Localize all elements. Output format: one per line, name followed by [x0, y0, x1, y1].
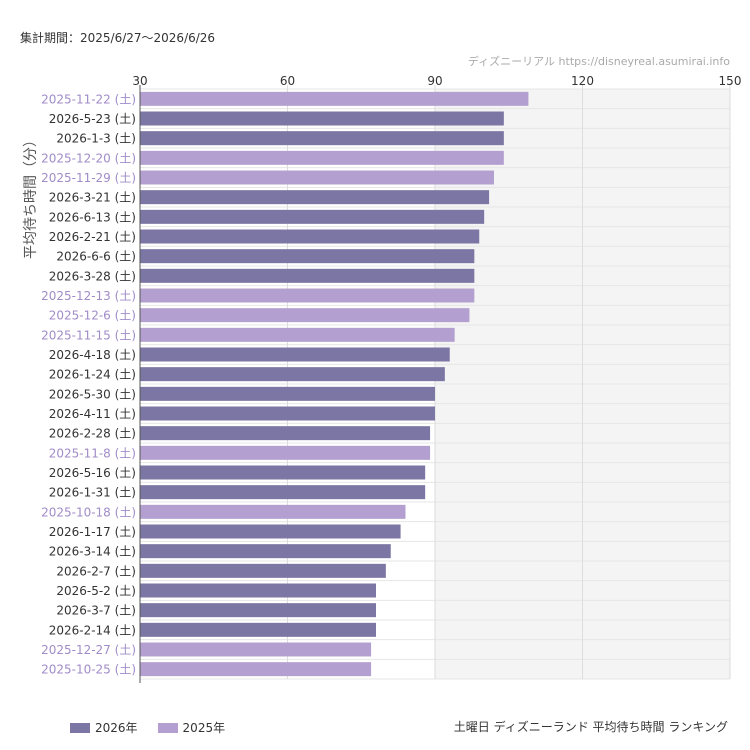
legend-label-2026: 2026年 — [95, 721, 138, 735]
chart-title: 土曜日 ディズニーランド 平均待ち時間 ランキング — [453, 720, 728, 734]
x-tick-label: 120 — [571, 74, 594, 88]
bar — [140, 131, 504, 146]
bar — [140, 622, 376, 637]
bar — [140, 268, 475, 283]
legend-item-2026[interactable]: 2026年 — [70, 719, 138, 736]
category-label: 2026-5-30 (土) — [49, 387, 136, 401]
bar — [140, 642, 372, 657]
category-label: 2026-6-13 (土) — [49, 210, 136, 224]
bar — [140, 229, 480, 244]
category-label: 2026-4-11 (土) — [49, 407, 136, 421]
category-label: 2026-5-16 (土) — [49, 466, 136, 480]
bar — [140, 91, 529, 106]
bar — [140, 544, 391, 559]
category-label: 2025-10-25 (土) — [41, 663, 136, 677]
chart-legend: 2026年 2025年 — [70, 719, 225, 736]
category-label: 2025-10-18 (土) — [41, 505, 136, 519]
bar — [140, 327, 455, 342]
bar — [140, 367, 445, 382]
legend-item-2025[interactable]: 2025年 — [157, 719, 226, 736]
bar — [140, 563, 386, 578]
category-label: 2026-1-3 (土) — [56, 132, 136, 146]
category-label: 2026-2-21 (土) — [49, 230, 136, 244]
x-tick-label: 60 — [280, 74, 295, 88]
bar — [140, 209, 485, 224]
bar — [140, 170, 494, 185]
category-label: 2026-6-6 (土) — [56, 250, 136, 264]
category-label: 2026-5-2 (土) — [56, 584, 136, 598]
x-tick-label: 90 — [427, 74, 442, 88]
category-label: 2026-2-14 (土) — [49, 623, 136, 637]
category-label: 2026-4-18 (土) — [49, 348, 136, 362]
category-label: 2025-12-27 (土) — [41, 643, 136, 657]
x-tick-label: 30 — [132, 74, 147, 88]
category-label: 2026-1-24 (土) — [49, 368, 136, 382]
bar — [140, 347, 450, 362]
bar — [140, 445, 431, 460]
bar — [140, 485, 426, 500]
category-label: 2026-2-7 (土) — [56, 564, 136, 578]
category-label: 2026-2-28 (土) — [49, 427, 136, 441]
bar — [140, 308, 470, 323]
bar — [140, 386, 435, 401]
legend-swatch-2025 — [157, 722, 178, 733]
category-label: 2025-11-15 (土) — [41, 328, 136, 342]
bar — [140, 249, 475, 264]
bar — [140, 583, 376, 598]
bar — [140, 111, 504, 126]
bar — [140, 465, 426, 480]
category-label: 2025-12-20 (土) — [41, 151, 136, 165]
legend-swatch-2026 — [70, 722, 90, 733]
bar — [140, 190, 490, 205]
category-label: 2026-3-14 (土) — [49, 545, 136, 559]
aggregation-period: 集計期間：2025/6/27〜2026/6/26 — [20, 31, 216, 45]
category-label: 2026-3-7 (土) — [56, 604, 136, 618]
source-credit: ディズニーリアル https://disneyreal.asumirai.inf… — [467, 55, 730, 68]
bar — [140, 406, 435, 421]
bar — [140, 603, 376, 618]
category-label: 2026-1-17 (土) — [49, 525, 136, 539]
legend-label-2025: 2025年 — [182, 721, 226, 735]
bar — [140, 288, 475, 303]
category-label: 2026-3-28 (土) — [49, 269, 136, 283]
category-label: 2025-11-8 (土) — [49, 446, 136, 460]
category-label: 2026-1-31 (土) — [49, 486, 136, 500]
bar — [140, 662, 372, 677]
bar — [140, 504, 406, 519]
category-label: 2026-3-21 (土) — [49, 191, 136, 205]
bar — [140, 426, 431, 441]
category-label: 2025-12-13 (土) — [41, 289, 136, 303]
category-label: 2025-12-6 (土) — [49, 309, 136, 323]
category-label: 2026-5-23 (土) — [49, 112, 136, 126]
x-tick-label: 150 — [719, 74, 742, 88]
category-label: 2025-11-22 (土) — [41, 92, 136, 106]
category-label: 2025-11-29 (土) — [41, 171, 136, 185]
bar — [140, 150, 504, 165]
bar — [140, 524, 401, 539]
